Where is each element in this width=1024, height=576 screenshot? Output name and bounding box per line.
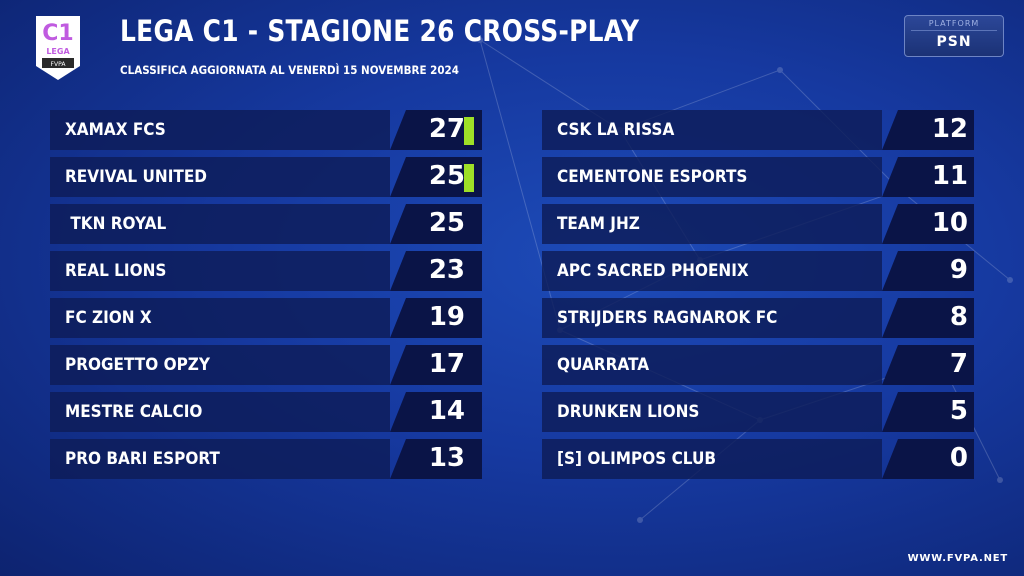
team-name: XAMAX FCS — [65, 120, 166, 140]
svg-text:LEGA: LEGA — [46, 47, 70, 56]
standings-row: REAL LIONS 23 — [50, 251, 482, 291]
platform-badge: PLATFORM PSN — [904, 15, 1004, 57]
standings-row: PRO BARI ESPORT 13 — [50, 439, 482, 479]
team-points: 5 — [949, 396, 968, 426]
team-name: CSK LA RISSA — [557, 120, 675, 140]
team-name: FC ZION X — [65, 308, 152, 328]
team-name: PROGETTO OPZY — [65, 355, 210, 375]
standings-row: PROGETTO OPZY 17 — [50, 345, 482, 385]
team-points: 0 — [949, 443, 968, 473]
standings-left-column: XAMAX FCS 27 REVIVAL UNITED 25 TKN ROYAL 25… — [50, 110, 482, 486]
team-points: 14 — [428, 396, 465, 426]
team-points: 9 — [949, 255, 968, 285]
page-title: LEGA C1 - STAGIONE 26 CROSS-PLAY — [120, 14, 640, 48]
team-name: STRIJDERS RAGNAROK FC — [557, 308, 778, 328]
standings-row: DRUNKEN LIONS 5 — [542, 392, 974, 432]
standings-row: FC ZION X 19 — [50, 298, 482, 338]
platform-label: PLATFORM — [911, 19, 997, 31]
team-name: APC SACRED PHOENIX — [557, 261, 749, 281]
footer-url: WWW.FVPA.NET — [907, 553, 1008, 564]
team-name: [S] OLIMPOS CLUB — [557, 449, 717, 469]
standings-right-column: CSK LA RISSA 12 CEMENTONE ESPORTS 11 TEAM … — [542, 110, 974, 486]
svg-text:FVPA: FVPA — [51, 61, 67, 68]
team-name: REAL LIONS — [65, 261, 167, 281]
team-name: DRUNKEN LIONS — [557, 402, 700, 422]
standings-row: XAMAX FCS 27 — [50, 110, 482, 150]
team-points: 19 — [428, 302, 465, 332]
standings-row: TKN ROYAL 25 — [50, 204, 482, 244]
team-points: 23 — [428, 255, 465, 285]
standings-row: MESTRE CALCIO 14 — [50, 392, 482, 432]
standings-row: TEAM JHZ 10 — [542, 204, 974, 244]
qualification-marker — [464, 164, 474, 192]
team-points: 11 — [931, 161, 968, 191]
standings-row: QUARRATA 7 — [542, 345, 974, 385]
team-points: 10 — [931, 208, 968, 238]
standings-row: CSK LA RISSA 12 — [542, 110, 974, 150]
team-points: 8 — [949, 302, 968, 332]
team-name: TEAM JHZ — [557, 214, 640, 234]
team-points: 25 — [428, 208, 465, 238]
qualification-marker — [464, 117, 474, 145]
team-points: 7 — [949, 349, 968, 379]
team-points: 27 — [428, 114, 465, 144]
platform-value: PSN — [936, 34, 972, 50]
team-name: QUARRATA — [557, 355, 650, 375]
team-name: CEMENTONE ESPORTS — [557, 167, 748, 187]
standings-row: CEMENTONE ESPORTS 11 — [542, 157, 974, 197]
team-name: TKN ROYAL — [65, 214, 167, 234]
svg-text:C1: C1 — [42, 21, 73, 46]
standings-row: [S] OLIMPOS CLUB 0 — [542, 439, 974, 479]
team-name: MESTRE CALCIO — [65, 402, 203, 422]
standings-row: REVIVAL UNITED 25 — [50, 157, 482, 197]
team-points: 17 — [428, 349, 465, 379]
lega-c1-logo: C1 LEGA FVPA — [36, 16, 80, 80]
team-points: 12 — [931, 114, 968, 144]
team-name: REVIVAL UNITED — [65, 167, 208, 187]
page-subtitle: CLASSIFICA AGGIORNATA AL VENERDÌ 15 NOVE… — [120, 63, 459, 77]
team-points: 13 — [428, 443, 465, 473]
team-name: PRO BARI ESPORT — [65, 449, 220, 469]
standings-row: APC SACRED PHOENIX 9 — [542, 251, 974, 291]
team-points: 25 — [428, 161, 465, 191]
standings-row: STRIJDERS RAGNAROK FC 8 — [542, 298, 974, 338]
